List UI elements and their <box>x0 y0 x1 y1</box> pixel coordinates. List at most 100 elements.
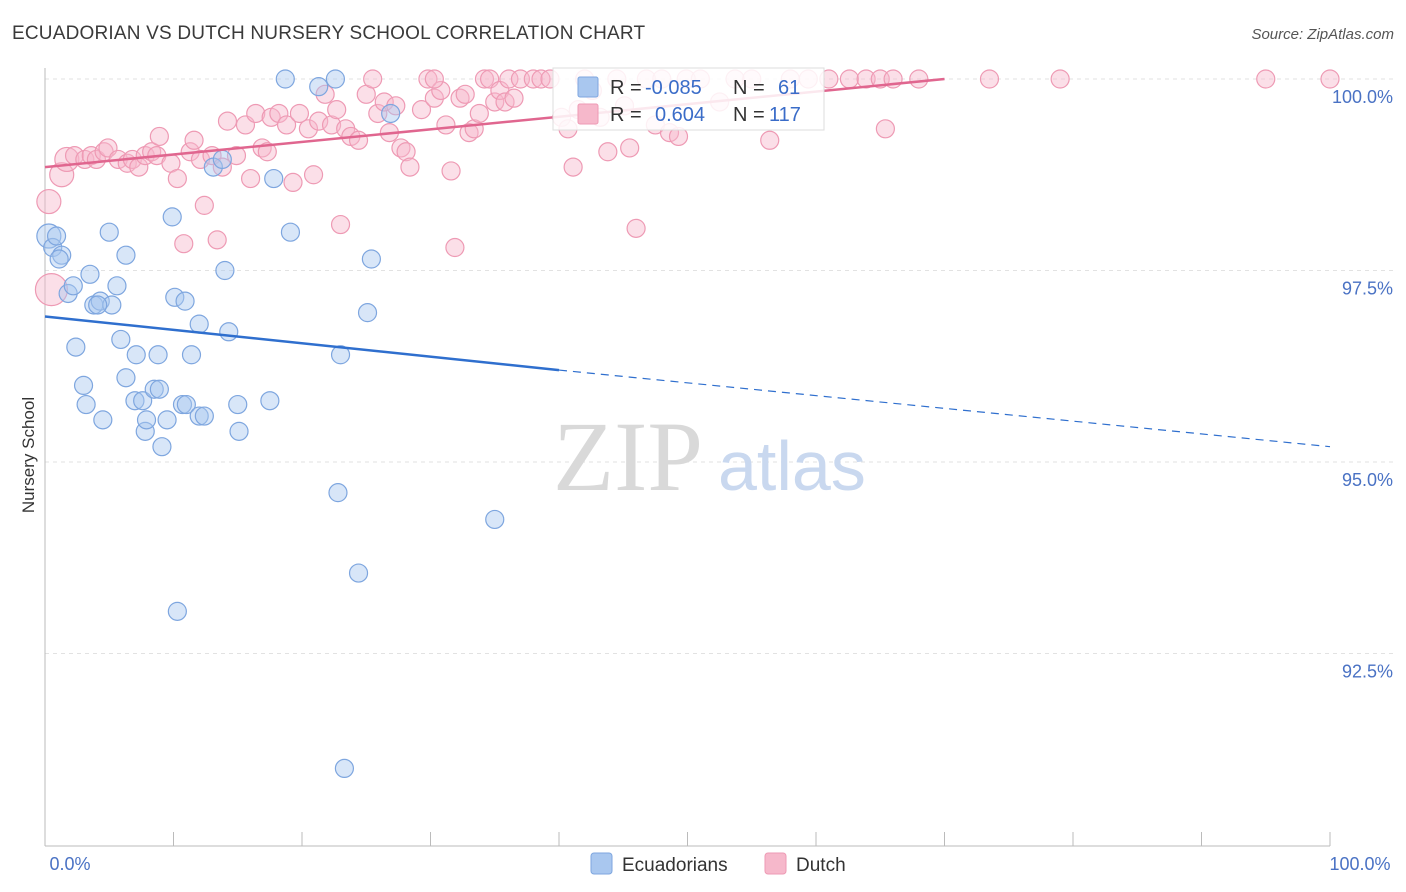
ecuadorian-trend-extension <box>558 369 1331 448</box>
ecuadorian-point-25 <box>149 379 169 399</box>
ecuadorian-point-48 <box>309 77 329 97</box>
y-tick-label-3: 100.0% <box>1332 87 1393 107</box>
ecuadorian-point-20 <box>125 391 145 411</box>
ecuadorian-point-33 <box>176 394 196 415</box>
dutch-point-68 <box>459 123 479 143</box>
dutch-point-19 <box>167 168 187 189</box>
ecuadorian-point-45 <box>264 168 284 189</box>
dutch-point-64 <box>441 161 461 181</box>
ecuadorian-point-29 <box>162 207 182 227</box>
ecuadorian-point-6 <box>80 264 100 284</box>
correlation-legend: R = -0.085 N = 61 R = 0.604 N = 117 <box>552 67 825 131</box>
dutch-point-40 <box>298 119 319 139</box>
dutch-point-77 <box>504 88 524 108</box>
dutch-point-56 <box>391 138 411 158</box>
x-tick-label-min: 0.0% <box>49 854 90 874</box>
dutch-point-116 <box>1256 69 1276 89</box>
dutch-point-62 <box>431 80 451 101</box>
dutch-point-70 <box>469 103 489 124</box>
y-axis-label: Nursery School <box>19 397 38 513</box>
dutch-point-93 <box>626 218 646 238</box>
watermark-atlas: atlas <box>718 427 866 505</box>
ecuadorian-point-28 <box>157 410 177 430</box>
legend-n-label-2: N = <box>733 104 765 126</box>
ecuadorian-point-13 <box>66 337 86 357</box>
dutch-point-49 <box>348 130 369 150</box>
dutch-point-31 <box>241 168 261 189</box>
dutch-point-53 <box>374 92 394 112</box>
bottom-legend-label-dutch: Dutch <box>796 855 846 876</box>
source-label: Source: ZipAtlas.com <box>1251 26 1394 43</box>
ecuadorian-point-50 <box>328 483 348 503</box>
legend-r-value-ecuadorians: -0.085 <box>645 77 702 99</box>
dutch-point-84 <box>563 157 583 177</box>
ecuadorian-point-60 <box>88 295 108 315</box>
ecuadorian-point-46 <box>275 69 295 89</box>
ecuadorian-point-35 <box>189 406 209 426</box>
series-legend: Ecuadorians Dutch <box>590 852 846 876</box>
legend-n-value-ecuadorians: 61 <box>778 77 800 99</box>
ecuadorian-point-49 <box>325 69 346 89</box>
ecuadorian-point-55 <box>381 103 401 124</box>
ecuadorian-point-9 <box>102 295 122 315</box>
y-tick-label-2: 97.5% <box>1342 279 1393 299</box>
dutch-point-57 <box>396 142 416 162</box>
ecuadorian-point-36 <box>194 406 214 426</box>
ecuadorian-point-0 <box>36 223 62 249</box>
dutch-point-39 <box>289 103 310 124</box>
y-tick-label-0: 92.5% <box>1342 662 1393 682</box>
dutch-point-36 <box>269 103 289 124</box>
ecuadorian-point-24 <box>144 379 164 399</box>
dutch-point-0 <box>36 188 62 215</box>
dutch-point-24 <box>194 195 214 215</box>
dutch-point-92 <box>620 138 640 158</box>
ecuadorian-trend-line <box>44 315 560 372</box>
dutch-point-67 <box>455 84 475 104</box>
bottom-legend-swatch-dutch <box>764 852 787 875</box>
gridlines <box>45 78 1395 654</box>
ecuadorian-point-19 <box>126 345 146 365</box>
ecuadorian-point-47 <box>280 222 301 242</box>
ecuadorian-point-18 <box>116 368 136 388</box>
ecuadorian-point-59 <box>49 249 69 269</box>
legend-r-value-dutch: 0.604 <box>655 104 705 126</box>
dutch-point-113 <box>909 69 929 89</box>
dutch-point-65 <box>445 237 465 258</box>
dutch-point-51 <box>363 69 383 89</box>
dutch-point-22 <box>184 130 204 150</box>
ecuadorian-point-5 <box>63 276 83 296</box>
dutch-point-43 <box>315 84 335 104</box>
ecuadorian-point-41 <box>219 322 239 342</box>
legend-n-value-dutch: 117 <box>769 104 801 126</box>
bottom-legend-label-ecuadorians: Ecuadorians <box>622 855 728 876</box>
ecuadorian-point-51 <box>330 345 351 365</box>
dutch-point-73 <box>485 92 505 112</box>
ecuadorian-point-37 <box>189 314 209 334</box>
dutch-point-20 <box>174 234 194 254</box>
ecuadorian-point-2 <box>46 226 67 246</box>
ecuadorian-point-54 <box>361 249 381 269</box>
ecuadorian-point-21 <box>133 391 153 411</box>
dutch-point-45 <box>327 100 347 120</box>
dutch-point-44 <box>321 115 342 135</box>
x-tick-label-max: 100.0% <box>1329 854 1390 874</box>
ecuadorian-point-30 <box>165 287 185 307</box>
dutch-point-108 <box>839 69 860 89</box>
dutch-point-46 <box>330 214 351 235</box>
dutch-point-66 <box>450 88 470 108</box>
ecuadorian-point-14 <box>73 375 94 395</box>
dutch-point-79 <box>523 69 543 89</box>
bottom-legend-swatch-ecuadorians <box>590 852 613 875</box>
dutch-point-37 <box>276 115 297 135</box>
ecuadorian-point-53 <box>357 303 378 323</box>
y-tick-label-1: 95.0% <box>1342 470 1393 490</box>
dutch-point-2 <box>49 162 75 188</box>
ecuadorian-point-52 <box>348 563 369 583</box>
ecuadorian-point-26 <box>148 345 168 365</box>
dutch-point-28 <box>217 111 238 131</box>
dutch-point-61 <box>424 88 444 108</box>
watermark-zip: ZIP <box>553 401 703 512</box>
legend-r-label-1: R = <box>610 77 642 99</box>
ecuadorian-points <box>36 69 505 779</box>
